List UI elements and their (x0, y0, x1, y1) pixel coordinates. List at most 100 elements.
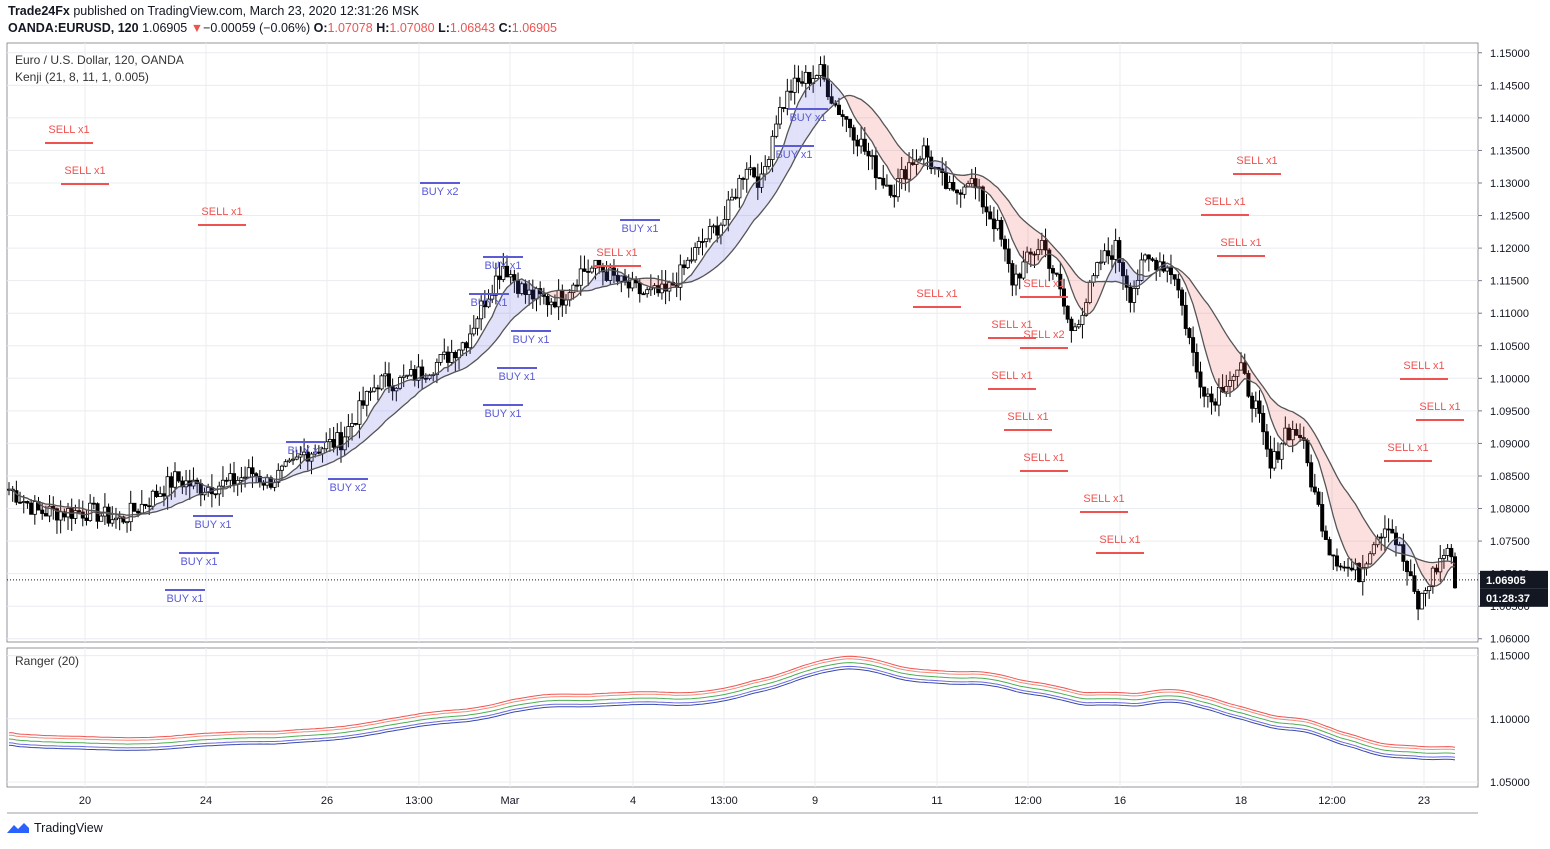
candle-body (1172, 274, 1177, 280)
candle-body (1143, 254, 1148, 261)
candle-body (766, 159, 771, 167)
candle-body (951, 182, 956, 191)
x-tick-label: Mar (501, 795, 520, 807)
candle-body (814, 75, 819, 79)
kenji-cloud-segment (595, 272, 600, 289)
candle-body (693, 247, 698, 261)
candle-body (895, 178, 900, 198)
candle-body (512, 274, 517, 282)
candle-body (770, 135, 775, 160)
main-pane-title[interactable]: Euro / U.S. Dollar, 120, OANDA (15, 53, 184, 67)
kenji-cloud-segment (838, 89, 843, 101)
candle-body (497, 275, 502, 280)
candle-body (375, 387, 380, 390)
candle-body (442, 351, 447, 355)
candle-body (1309, 462, 1314, 488)
kenji-cloud-segment (831, 81, 836, 107)
kenji-cloud-segment (857, 98, 862, 127)
kenji-cloud-segment (732, 215, 736, 252)
candle-body (600, 266, 605, 273)
kenji-cloud-segment (1034, 229, 1039, 266)
kenji-cloud-segment (750, 183, 755, 226)
main-pane-legend: Euro / U.S. Dollar, 120, OANDA Kenji (21… (15, 53, 184, 87)
main-pane-frame (6, 42, 1479, 643)
kenji-cloud-segment (566, 290, 570, 300)
kenji-cloud-segment (385, 387, 389, 422)
candle-body (1434, 567, 1439, 573)
candle-body (504, 265, 509, 278)
kenji-indicator-label[interactable]: Kenji (21, 8, 11, 1, 0.005) (15, 70, 149, 84)
candle-body (1390, 528, 1395, 534)
kenji-cloud-segment (1189, 278, 1194, 305)
candle-body (589, 267, 594, 273)
buy-signal-label: BUY x1 (775, 149, 812, 161)
candle-body (881, 177, 886, 186)
ranger-band-line (8, 665, 1456, 758)
kenji-cloud-segment (982, 176, 987, 193)
candle-body (287, 459, 292, 463)
kenji-cloud-segment (728, 221, 732, 256)
footer-brand[interactable]: TradingView (6, 821, 103, 835)
candle-body (626, 281, 631, 289)
kenji-cloud-segment (329, 449, 334, 464)
candle-body (877, 177, 882, 180)
kenji-cloud-segment (1185, 275, 1190, 295)
kenji-cloud-segment (1285, 408, 1290, 447)
candle-body (1360, 567, 1365, 583)
candle-body (586, 271, 591, 273)
candle-body (169, 476, 174, 488)
kenji-cloud-segment (791, 112, 795, 167)
kenji-cloud-segment (1137, 274, 1142, 287)
kenji-cloud-segment (909, 156, 913, 182)
candle-body (1445, 547, 1450, 556)
kenji-cloud-segment (396, 383, 401, 412)
close-label: C: (498, 21, 512, 35)
kenji-cloud-segment (850, 95, 854, 116)
buy-signal-label: BUY x2 (329, 482, 366, 494)
kenji-cloud-segment (591, 275, 596, 291)
kenji-cloud-segment (333, 446, 338, 462)
kenji-cloud-segment (425, 375, 430, 388)
candle-body (903, 169, 908, 180)
kenji-cloud-segment (802, 89, 806, 146)
candle-body (752, 167, 757, 178)
kenji-cloud-segment (1123, 258, 1127, 285)
kenji-cloud-segment (879, 118, 884, 162)
kenji-cloud-segment (1104, 275, 1109, 285)
kenji-cloud-segment (639, 278, 644, 285)
kenji-cloud-segment (304, 459, 308, 472)
kenji-cloud-segment (610, 269, 614, 285)
candle-body (368, 390, 373, 393)
candle-body (552, 301, 557, 308)
candle-body (471, 327, 476, 335)
kenji-cloud-segment (824, 77, 828, 114)
kenji-cloud-segment (805, 86, 810, 140)
ranger-indicator-label[interactable]: Ranger (20) (15, 654, 80, 668)
candle-body (1080, 314, 1085, 325)
candle-body (228, 473, 233, 481)
kenji-cloud-segment (495, 300, 500, 341)
candle-body (77, 510, 82, 513)
kenji-cloud-segment (1130, 266, 1135, 287)
candle-body (593, 259, 598, 269)
sub-y-tick-label: 1.05000 (1490, 777, 1530, 789)
buy-signal-label: BUY x1 (484, 260, 521, 272)
kenji-cloud-segment (529, 282, 533, 305)
buy-signal-label: BUY x1 (180, 556, 217, 568)
kenji-cloud-segment (79, 507, 83, 515)
candle-body (1368, 553, 1373, 565)
publisher-name[interactable]: Trade24Fx (8, 4, 70, 18)
candle-body (1242, 362, 1247, 374)
candle-body (479, 300, 484, 320)
x-tick-label: 18 (1235, 795, 1247, 807)
kenji-cloud-segment (1303, 418, 1308, 440)
candle-body (1423, 590, 1428, 594)
ranger-band-line (8, 662, 1456, 754)
kenji-cloud-segment (1436, 561, 1441, 586)
buy-signal-label: BUY x2 (421, 186, 458, 198)
kenji-cloud-segment (746, 188, 751, 231)
kenji-cloud-segment (400, 382, 404, 409)
candle-body (1401, 544, 1406, 562)
y-tick-label: 1.14000 (1490, 113, 1530, 125)
